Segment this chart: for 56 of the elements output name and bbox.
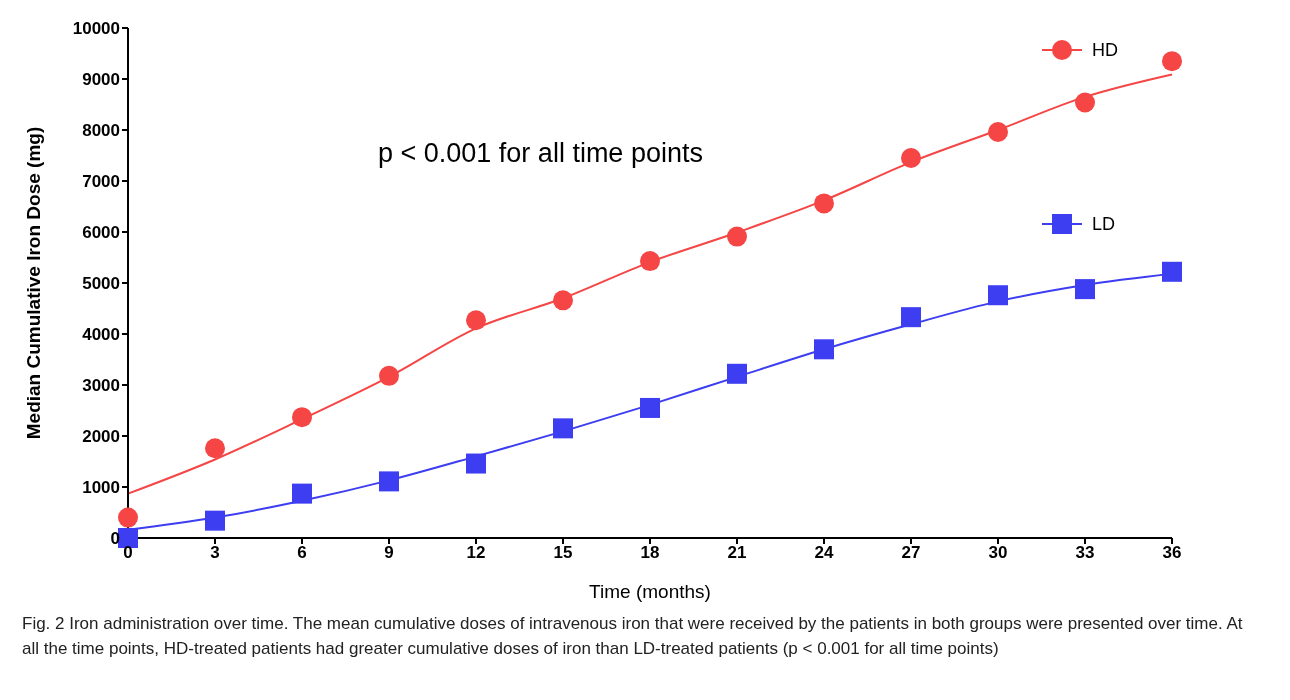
point [640,397,660,418]
point [553,418,573,439]
point [814,193,834,214]
point [466,453,486,474]
y-tick-label: 10000 [72,19,120,39]
y-tick-label: 6000 [82,223,120,243]
point [379,365,399,386]
legend-label: HD [1092,39,1118,61]
point [727,226,747,247]
y-tick-label: 4000 [82,325,120,345]
point [1075,92,1095,113]
x-tick-label: 9 [384,543,394,563]
annotation: p < 0.001 for all time points [378,138,703,169]
point [1162,51,1182,72]
x-tick-label: 18 [640,543,660,563]
line-series [127,73,1173,495]
x-tick-label: 15 [553,543,573,563]
x-tick-label: 6 [297,543,307,563]
point [727,363,747,384]
point [118,528,138,548]
x-tick-label: 27 [901,543,921,563]
y-tick-label: 5000 [82,274,120,294]
point [901,307,921,328]
point [118,507,138,528]
point [901,148,921,169]
point [292,483,312,504]
point [553,290,573,311]
y-tick-label: 7000 [82,172,120,192]
x-tick-label: 12 [466,543,486,563]
y-tick-label: 9000 [82,70,120,90]
y-tick-label: 8000 [82,121,120,141]
x-tick-label: 24 [814,543,834,563]
y-tick-label: 3000 [82,376,120,396]
x-tick-label: 21 [727,543,747,563]
legend-label: LD [1092,213,1116,235]
y-axis-title: Median Cumulative Iron Dose (mg) [22,126,44,440]
x-tick-label: 0 [123,543,133,563]
point [1162,261,1182,282]
point [379,471,399,492]
point [814,339,834,360]
point [1075,279,1095,300]
y-tick-label: 1000 [82,478,120,498]
point [988,285,1008,306]
point [466,310,486,331]
caption: Fig. 2 Iron administration over time. The mean cumulative doses of intravenous iron that were received by the patients in both groups were presented over time. At all the time points, HD-treated patients had greater cumulative doses of iron than LD-treated patients (p < 0.001 for all time points) [21,613,1244,660]
x-axis-title: Time (months) [589,581,711,602]
point [640,251,660,272]
x-tick-label: 36 [1162,543,1182,563]
x-tick-label: 33 [1075,543,1095,563]
point [292,407,312,428]
x-tick-label: 30 [988,543,1008,563]
point [988,122,1008,143]
point [205,510,225,531]
y-tick-label: 2000 [82,427,120,447]
x-tick-label: 3 [210,543,220,563]
point [205,438,225,459]
